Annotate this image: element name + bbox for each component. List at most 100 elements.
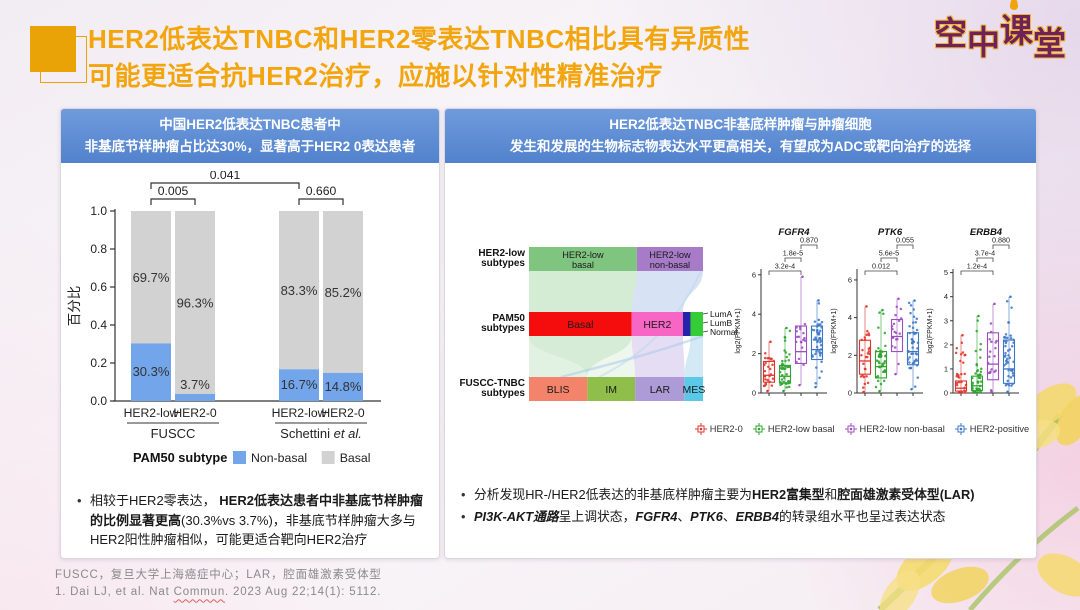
right-panel-header: HER2低表达TNBC非基底样肿瘤与肿瘤细胞 发生和发展的生物标志物表达水平更高… <box>445 109 1036 163</box>
svg-text:0: 0 <box>848 389 852 398</box>
logo-char: 中 <box>967 24 1000 61</box>
svg-text:85.2%: 85.2% <box>325 285 362 300</box>
boxplot-erbb4: ERBB4 0 1 2 3 4 5 log2(FPKM+1) 1.2e-4 3.7e-4 0.880 <box>927 227 1019 398</box>
svg-text:2: 2 <box>944 340 948 349</box>
svg-text:1.8e-5: 1.8e-5 <box>783 249 803 258</box>
right-header-line1: HER2低表达TNBC非基底样肿瘤与肿瘤细胞 <box>609 117 872 133</box>
title-bullet-square <box>30 26 92 88</box>
logo-char: 课 <box>1000 12 1033 49</box>
svg-text:Schettini et al.: Schettini et al. <box>280 426 362 441</box>
page-title-line2: 可能更适合抗HER2治疗，应施以针对性精准治疗 <box>88 61 663 91</box>
svg-text:FGFR4: FGFR4 <box>778 227 810 238</box>
svg-text:0.8: 0.8 <box>90 242 107 256</box>
svg-text:HER2-0: HER2-0 <box>173 406 217 420</box>
svg-text:PTK6: PTK6 <box>878 227 903 238</box>
svg-text:30.3%: 30.3% <box>133 364 170 379</box>
footer: FUSCC，复旦大学上海癌症中心；LAR，腔面雄激素受体型 1. Dai LJ,… <box>55 567 382 602</box>
svg-text:3: 3 <box>944 316 948 325</box>
svg-text:0.4: 0.4 <box>90 318 107 332</box>
logo-char: 空 <box>934 15 967 52</box>
svg-text:HER2-low: HER2-low <box>124 406 179 420</box>
scatter-legend-item: HER2-0 <box>694 423 743 435</box>
page-title: HER2低表达TNBC和HER2零表达TNBC相比具有异质性 可能更适合抗HER… <box>88 21 750 95</box>
svg-text:2: 2 <box>848 351 852 360</box>
svg-text:3.7e-4: 3.7e-4 <box>975 249 995 258</box>
svg-text:PAM50 subtype: PAM50 subtype <box>133 450 227 465</box>
svg-text:0: 0 <box>752 389 756 398</box>
square-fill-icon <box>30 26 76 72</box>
svg-text:non-basal: non-basal <box>650 260 690 270</box>
svg-text:4: 4 <box>944 292 948 301</box>
svg-text:1.0: 1.0 <box>90 204 107 218</box>
svg-text:0.870: 0.870 <box>800 236 818 245</box>
svg-text:4: 4 <box>752 310 756 319</box>
svg-text:1: 1 <box>944 364 948 373</box>
svg-text:5: 5 <box>944 268 948 277</box>
flame-icon <box>1010 0 1018 10</box>
pam50-stacked-bar-chart: 0.0 0.2 0.4 0.6 0.8 1.0 百分比 69.7% 30.3% 96.3% 3.7%… <box>67 171 381 465</box>
scatter-legend-item: HER2-low basal <box>752 423 835 435</box>
right-panel: HER2低表达TNBC非基底样肿瘤与肿瘤细胞 发生和发展的生物标志物表达水平更高… <box>444 108 1037 559</box>
svg-text:0: 0 <box>944 389 948 398</box>
svg-text:Basal: Basal <box>340 451 371 465</box>
footer-abbreviations: FUSCC，复旦大学上海癌症中心；LAR，腔面雄激素受体型 <box>55 569 382 581</box>
bullet-item: 相较于HER2零表达， HER2低表达患者中非基底节样肿瘤的比例显著更高(30.… <box>75 491 427 550</box>
svg-text:LumB: LumB <box>710 318 733 328</box>
svg-text:6: 6 <box>848 275 852 284</box>
svg-text:PAM50: PAM50 <box>492 313 525 324</box>
svg-text:ERBB4: ERBB4 <box>970 227 1003 238</box>
svg-text:FUSCC: FUSCC <box>151 426 196 441</box>
svg-text:69.7%: 69.7% <box>133 270 170 285</box>
scatter-legend-item: HER2-low non-basal <box>844 423 945 435</box>
page-title-line1: HER2低表达TNBC和HER2零表达TNBC相比具有异质性 <box>88 24 751 54</box>
svg-text:6: 6 <box>752 270 756 279</box>
svg-text:0.2: 0.2 <box>90 356 107 370</box>
svg-text:0.005: 0.005 <box>158 184 189 198</box>
svg-text:4: 4 <box>848 313 852 322</box>
scatter-legend-item: HER2-positive <box>954 423 1029 435</box>
footer-ref-suffix: . 2023 Aug 22;14(1): 5112. <box>225 586 382 599</box>
svg-text:0.041: 0.041 <box>210 171 241 182</box>
svg-text:MES: MES <box>682 384 705 396</box>
svg-text:1.2e-4: 1.2e-4 <box>967 262 987 271</box>
svg-text:subtypes: subtypes <box>481 323 525 334</box>
svg-text:HER2: HER2 <box>643 319 671 331</box>
right-panel-notes: 分析发现HR-/HER2低表达的非基底样肿瘤主要为HER2富集型和腔面雄激素受体… <box>459 485 1025 530</box>
scatter-legend: HER2-0 HER2-low basal HER2-low non-basal HE… <box>693 423 1031 435</box>
boxplot-ptk6: PTK6 0 2 4 6 log2(FPKM+1) 0.012 5.6e-5 0.055 <box>831 227 923 398</box>
svg-text:Basal: Basal <box>567 319 593 331</box>
svg-text:百分比: 百分比 <box>67 286 82 327</box>
svg-text:3.2e-4: 3.2e-4 <box>775 262 795 271</box>
svg-text:HER2-0: HER2-0 <box>321 406 365 420</box>
footer-ref-word: Commun <box>173 586 226 599</box>
svg-text:2: 2 <box>752 349 756 358</box>
svg-text:0.055: 0.055 <box>896 236 914 245</box>
bullet-item: 分析发现HR-/HER2低表达的非基底样肿瘤主要为HER2富集型和腔面雄激素受体… <box>459 485 1025 506</box>
logo-char: 堂 <box>1033 25 1066 62</box>
bullet-item: PI3K-AKT通路呈上调状态，FGFR4、PTK6、ERBB4的转录组水平也呈… <box>459 507 1025 528</box>
left-panel-header: 中国HER2低表达TNBC患者中 非基底节样肿瘤占比达30%，显著高于HER2 … <box>61 109 439 163</box>
svg-text:Normal: Normal <box>710 327 738 337</box>
svg-text:HER2-low: HER2-low <box>649 250 691 260</box>
svg-text:FUSCC-TNBC: FUSCC-TNBC <box>459 378 525 389</box>
svg-text:3.7%: 3.7% <box>180 377 210 392</box>
left-panel-notes: 相较于HER2零表达， HER2低表达患者中非基底节样肿瘤的比例显著更高(30.… <box>75 491 427 552</box>
svg-text:basal: basal <box>572 260 594 270</box>
svg-text:5.6e-5: 5.6e-5 <box>879 249 899 258</box>
svg-text:LAR: LAR <box>650 384 671 396</box>
svg-text:log2(FPKM+1): log2(FPKM+1) <box>927 308 934 353</box>
svg-text:83.3%: 83.3% <box>281 283 318 298</box>
svg-text:HER2-low: HER2-low <box>562 250 604 260</box>
boxplot-fgfr4: FGFR4 0 2 4 6 log2(FPKM+1) 3.2e-4 1.8e-5 0.870 <box>735 227 827 398</box>
svg-text:log2(FPKM+1): log2(FPKM+1) <box>735 308 742 353</box>
subtype-sankey-diagram: HER2-lowbasalHER2-lownon-basalHER2-lowsu… <box>459 247 738 401</box>
svg-text:subtypes: subtypes <box>481 258 525 269</box>
svg-text:0.0: 0.0 <box>90 394 107 408</box>
svg-text:BLIS: BLIS <box>547 384 570 396</box>
svg-text:log2(FPKM+1): log2(FPKM+1) <box>831 308 838 353</box>
left-panel: 中国HER2低表达TNBC患者中 非基底节样肿瘤占比达30%，显著高于HER2 … <box>60 108 440 559</box>
svg-text:LumA: LumA <box>710 309 733 319</box>
footer-reference: 1. Dai LJ, et al. Nat Commun. 2023 Aug 2… <box>55 584 382 601</box>
svg-text:subtypes: subtypes <box>481 388 525 399</box>
